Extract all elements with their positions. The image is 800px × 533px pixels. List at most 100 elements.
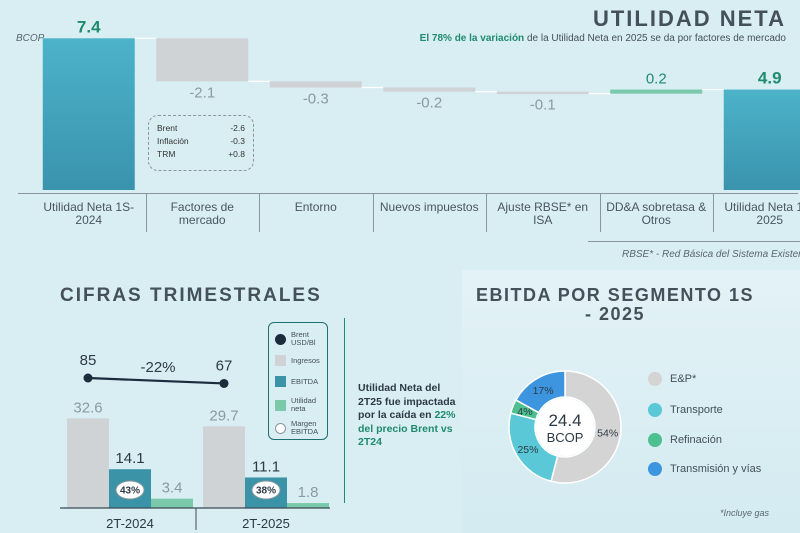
legend-item-brent: Brent USD/Bl [275,331,327,347]
quarterly-legend: Brent USD/Bl Ingresos EBITDA Utilidad ne… [268,322,328,440]
waterfall-value-label: -2.1 [189,84,215,101]
quarterly-title: CIFRAS TRIMESTRALES [60,285,322,306]
ebitda-margin-label: 38% [256,486,276,497]
market-factor-value: +0.8 [228,149,245,159]
market-factor-row: TRM +0.8 [157,148,245,161]
waterfall-bar [723,89,800,190]
waterfall-value-label: -0.1 [530,97,556,114]
waterfall-bar [383,87,476,92]
legend-label: Margen EBITDA [291,419,319,436]
quarterly-note: Utilidad Neta del 2T25 fue impactada por… [358,382,458,450]
legend-label: Ingresos [291,355,320,365]
market-factor-value: -0.3 [230,136,245,146]
waterfall-subtitle: El 78% de la variación de la Utilidad Ne… [420,33,786,44]
quarterly-value-label: 14.1 [115,450,144,467]
waterfall-category-label: Utilidad Neta 1S-2024 [43,200,135,227]
brent-point [219,378,229,388]
brent-line [87,376,225,385]
subtitle-rest: de la Utilidad Neta en 2025 se da por fa… [524,33,786,44]
segment-legend-item: E&P* [648,372,696,386]
legend-label: Utilidad neta [291,396,317,413]
legend-item-margen: Margen EBITDA [275,420,323,436]
market-factor-label: Brent [157,123,178,133]
waterfall-category-label: Utilidad Neta 1S-2025 [724,200,800,227]
quarterly-bar [203,426,245,508]
segment-legend-label: Transporte [670,404,723,416]
rbse-footnote: RBSE* - Red Básica del Sistema Existente [622,249,800,260]
quarterly-bar [67,418,109,508]
market-factor-label: Inflación [157,136,189,146]
waterfall-bar [269,81,362,88]
legend-dot-icon [648,462,662,476]
waterfall-value-label: 4.9 [758,69,782,88]
waterfall-category-label: Nuevos impuestos [379,200,479,214]
legend-item-ebitda: EBITDA [275,376,318,387]
note-text: Utilidad Neta del 2T25 fue impactada por… [358,382,456,421]
utilidad-swatch-icon [275,399,286,411]
segment-legend-item: Transporte [648,403,723,417]
donut-slice-label: 4% [517,406,532,418]
waterfall-category-label: DD&A sobretasa & Otros [606,200,707,227]
market-factors-box: Brent -2.6 Inflación -0.3 TRM +0.8 [148,115,254,171]
waterfall-value-label: -0.3 [303,91,329,108]
brent-value-label: 85 [80,352,97,369]
market-factor-row: Inflación -0.3 [157,135,245,148]
legend-dot-icon [648,372,662,386]
segment-legend-label: E&P* [670,373,697,385]
quarterly-value-label: 29.7 [209,407,238,424]
segment-footnote: *Incluye gas [720,508,770,518]
segment-legend-item: Refinación [648,433,722,447]
segment-title: EBITDA POR SEGMENTO 1S - 2025 [475,285,755,324]
ebitda-swatch-icon [275,376,286,387]
category-separator [145,194,147,232]
ebitda-margin-label: 43% [120,486,140,497]
legend-item-ingresos: Ingresos [275,355,320,366]
brent-dot-icon [275,333,286,345]
ebitda-margin-badge [251,480,281,500]
legend-dot-icon [648,403,662,417]
quarterly-value-label: 1.8 [298,484,319,501]
brent-point [83,373,93,383]
legend-dot-icon [648,433,662,447]
waterfall-category-label: Ajuste RBSE* en ISA [497,200,589,227]
donut-slice-label: 25% [517,444,538,456]
legend-label: EBITDA [291,376,319,386]
quarterly-value-label: 32.6 [73,399,102,416]
waterfall-value-label: -0.2 [416,95,442,112]
ingresos-swatch-icon [275,355,286,366]
category-separator [259,194,260,232]
waterfall-bar [156,38,249,82]
footnote-divider [588,241,800,242]
note-highlight: 22% del precio Brent vs 2T24 [358,409,456,448]
quarterly-bar [287,503,329,508]
waterfall-baseline [18,193,798,194]
waterfall-bar [610,89,703,94]
waterfall-bar [42,38,135,190]
donut-slice-label: 17% [533,385,554,397]
market-factor-value: -2.6 [230,123,245,133]
waterfall-category-label: Factores de mercado [170,200,234,227]
brent-value-label: 67 [216,357,233,374]
donut-slice-label: 54% [597,427,618,439]
donut-slice [550,370,622,484]
waterfall-unit: BCOP [16,33,45,44]
subtitle-highlight: El 78% de la variación [419,33,525,44]
category-separator [599,194,601,232]
category-separator [713,194,714,232]
segment-legend-item: Transmisión y vías [648,462,761,476]
quarterly-category-label: 2T-2025 [242,516,290,531]
category-separator [486,194,487,232]
waterfall-title: UTILIDAD NETA [592,6,786,31]
donut-center [536,398,594,456]
quarterly-value-label: 3.4 [162,480,183,497]
legend-label: Brent USD/Bl [291,330,316,347]
segment-legend-label: Refinación [670,434,722,446]
legend-item-utilidad: Utilidad neta [275,397,321,413]
market-factor-label: TRM [157,149,176,159]
quarterly-divider [344,318,345,503]
waterfall-value-label: 0.2 [646,71,667,88]
category-separator [372,194,374,232]
segment-legend-label: Transmisión y vías [670,463,762,475]
